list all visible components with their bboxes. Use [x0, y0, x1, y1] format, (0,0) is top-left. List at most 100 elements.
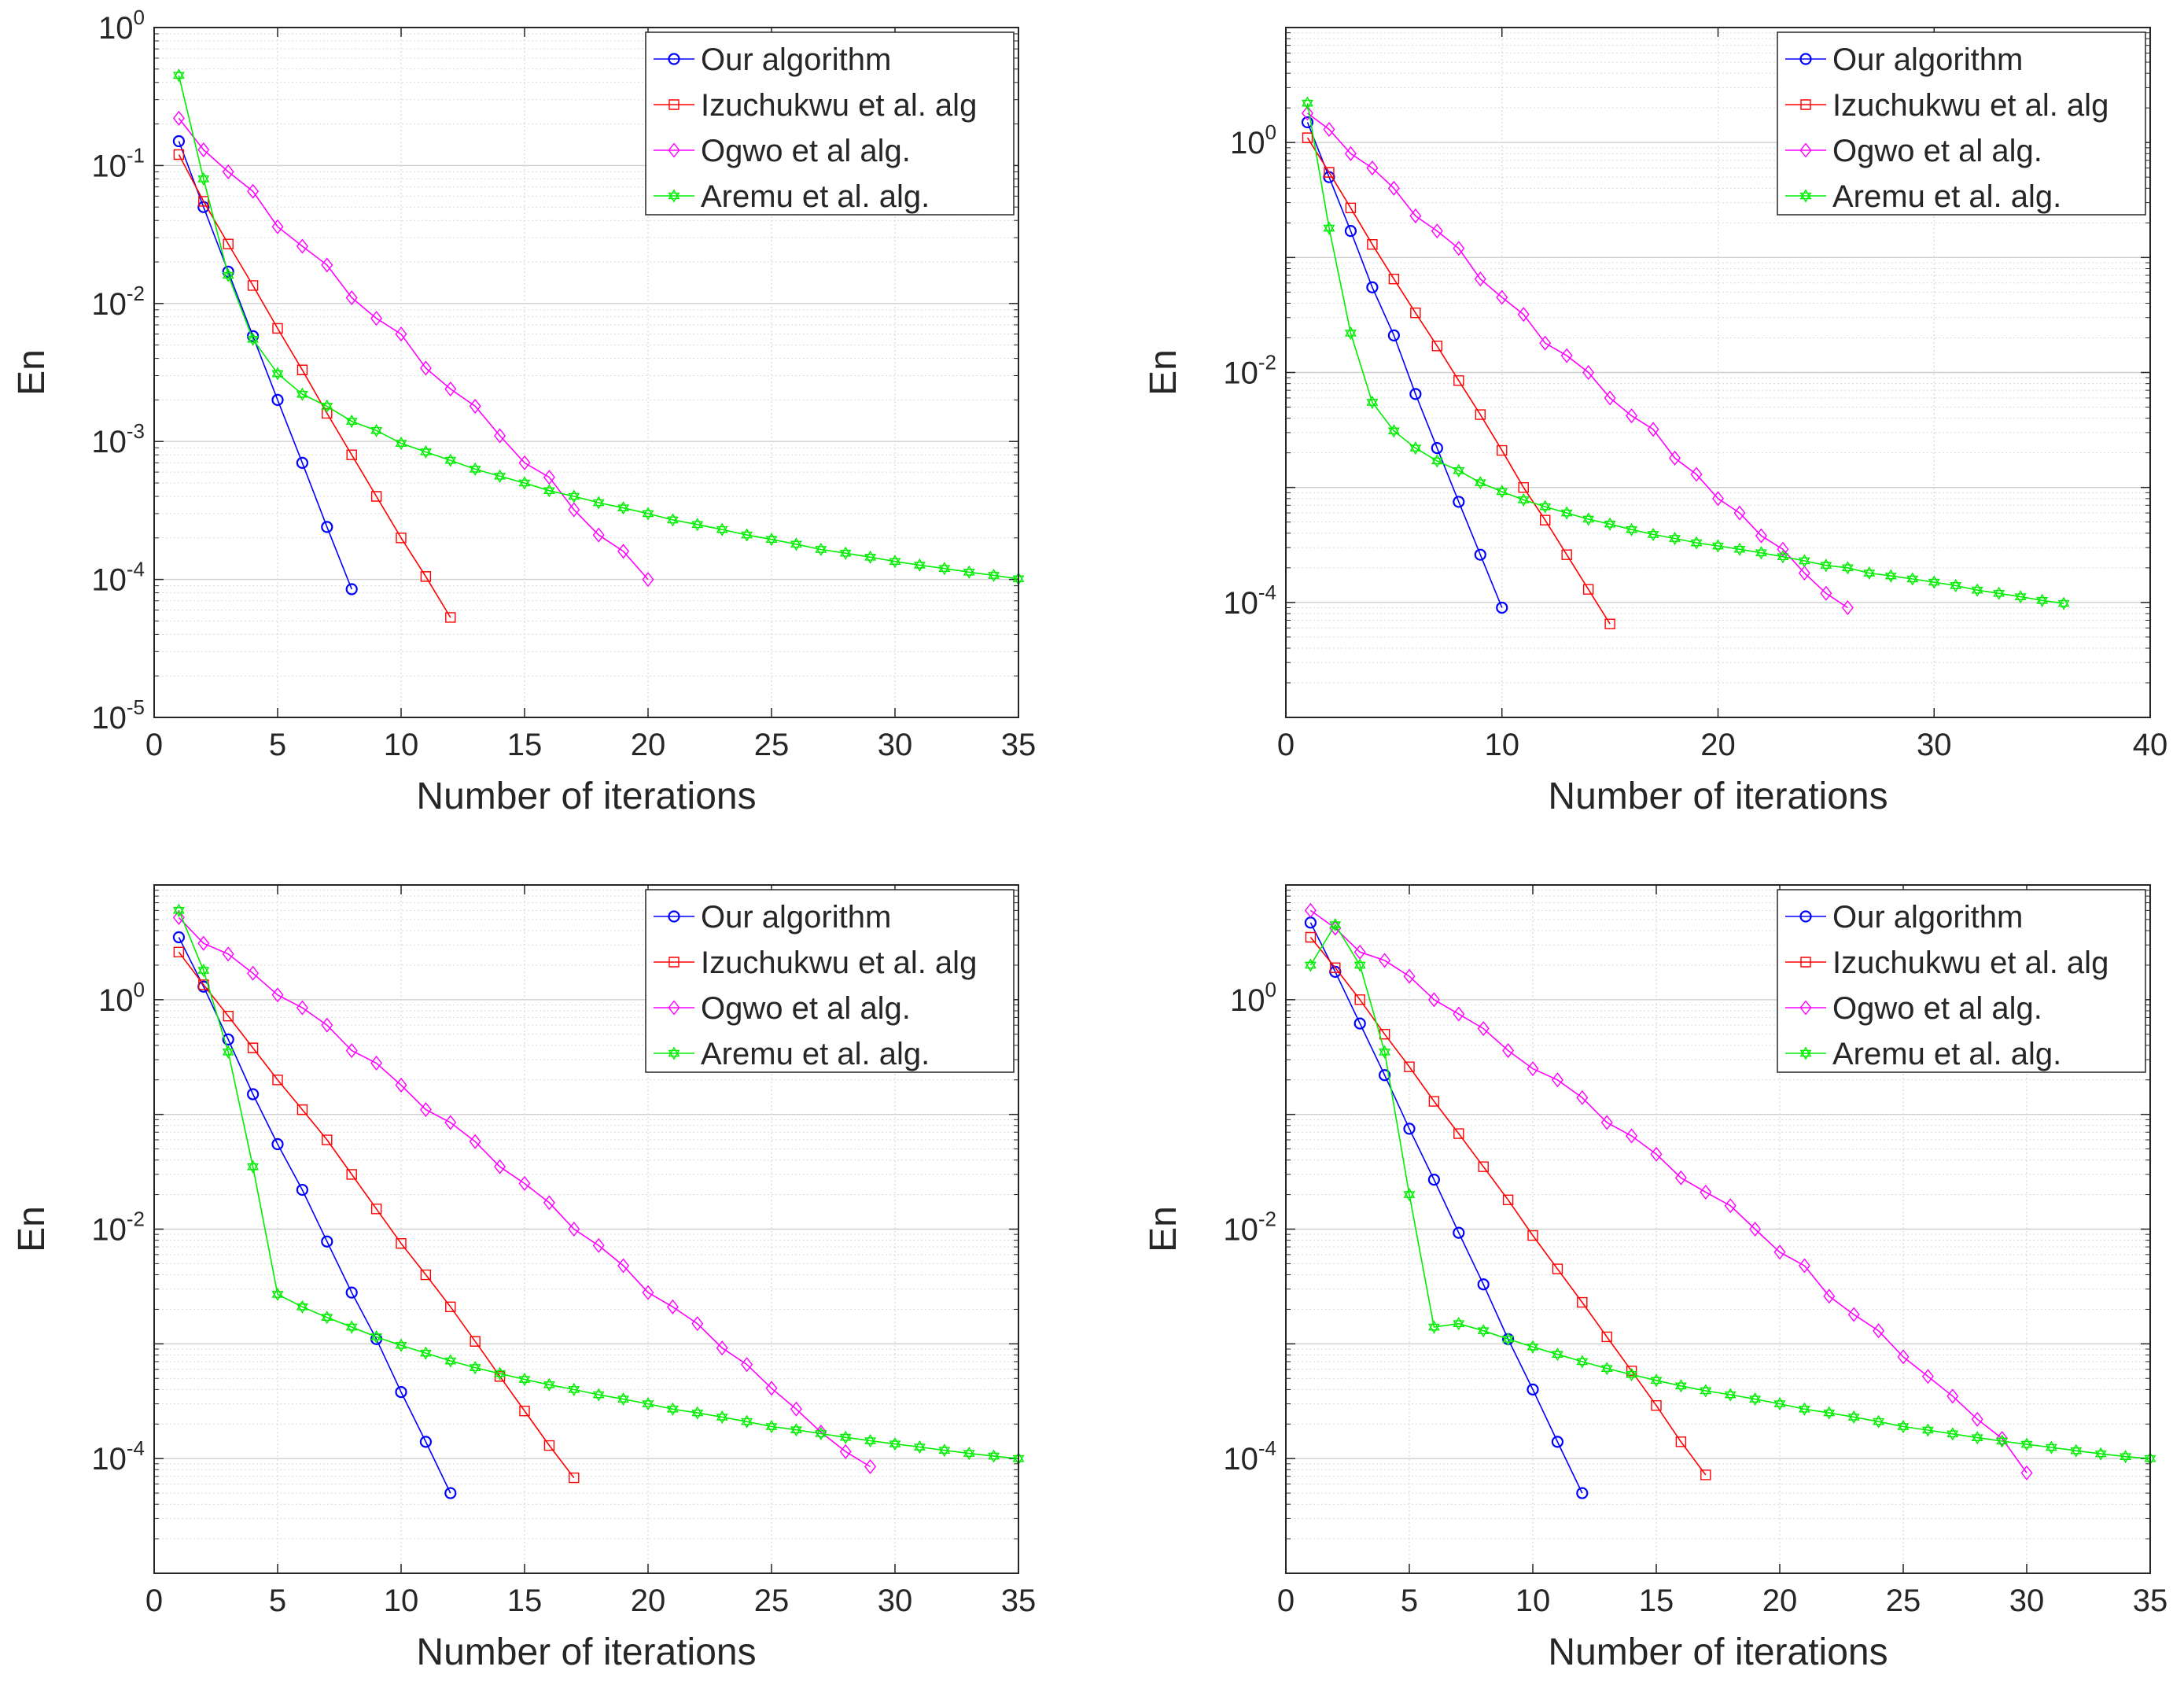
legend: Our algorithm Izuchukwu et al. alg Ogwo et… [1777, 889, 2146, 1073]
legend-box [1777, 31, 2146, 216]
data-point [1301, 105, 1313, 121]
data-point [1773, 1244, 1786, 1260]
data-point [1527, 1230, 1538, 1241]
data-point [889, 1437, 901, 1451]
data-point [197, 935, 210, 951]
data-point [296, 1000, 308, 1016]
data-point [1576, 1089, 1589, 1105]
data-point [370, 1055, 383, 1071]
x-tick-label: 15 [507, 728, 543, 762]
data-point [1777, 541, 1789, 557]
x-tick-label: 20 [1762, 1584, 1798, 1618]
data-point [1724, 1198, 1737, 1214]
data-point [1650, 1373, 1663, 1388]
legend-entry: Ogwo et al alg. [1832, 991, 2042, 1026]
data-point [1344, 225, 1357, 238]
data-point [543, 1377, 555, 1392]
chart-panel-bottom-left: 0 5 10 15 20 25 30 35 100 10-2 10-4 Number of itera… [11, 884, 1036, 1673]
data-point [1497, 444, 1508, 456]
legend-marker [1799, 1000, 1812, 1016]
data-point [592, 1388, 605, 1402]
x-tick-label: 20 [631, 728, 666, 762]
y-tick-label: 10-4 [91, 1436, 145, 1477]
data-point [1712, 491, 1724, 507]
data-point [1323, 221, 1335, 235]
x-tick-label: 40 [2133, 728, 2168, 762]
legend-marker [668, 1000, 680, 1016]
data-point [1600, 1115, 1613, 1130]
data-point [296, 364, 308, 375]
data-point [741, 528, 753, 542]
data-point [1650, 1146, 1663, 1162]
data-point [321, 257, 333, 273]
data-point [173, 149, 185, 160]
data-point [518, 1372, 531, 1387]
data-point [1329, 917, 1342, 932]
series-our-algorithm [1304, 916, 1589, 1499]
data-point [1475, 409, 1486, 420]
data-point [1474, 548, 1486, 561]
y-axis-label: En [11, 1206, 53, 1252]
data-point [419, 1436, 433, 1448]
data-point [345, 583, 358, 595]
y-tick-label: 10-4 [1223, 1436, 1276, 1477]
data-point [1604, 390, 1616, 406]
axes-box [153, 884, 1019, 1574]
data-point [223, 238, 234, 249]
data-point [1647, 527, 1659, 542]
data-point [1527, 1383, 1539, 1396]
data-point [1582, 512, 1595, 526]
legend-box [645, 31, 1015, 216]
data-point [1847, 1410, 1860, 1425]
data-point [444, 381, 457, 397]
data-point [444, 1354, 457, 1368]
data-point [172, 909, 185, 925]
data-point [1798, 565, 1810, 581]
data-point [617, 1392, 630, 1407]
data-point [1690, 466, 1703, 482]
data-point [296, 238, 308, 254]
data-point [395, 1386, 407, 1399]
data-point [790, 537, 802, 551]
legend: Our algorithm Izuchukwu et al. alg Ogwo et… [645, 889, 1015, 1073]
series-ogwo-et-al-alg [1301, 105, 1854, 616]
x-tick-label: 25 [1886, 1584, 1921, 1618]
y-tick-label: 10-2 [1223, 351, 1276, 391]
x-tick-label: 30 [2009, 1584, 2045, 1618]
data-point [1378, 1069, 1391, 1082]
legend-entry: Ogwo et al alg. [701, 134, 911, 168]
data-point [666, 1299, 679, 1314]
data-point [642, 1285, 654, 1300]
legend-marker [668, 957, 680, 968]
data-point [1675, 1436, 1687, 1447]
data-point [1539, 500, 1552, 514]
x-tick-label: 10 [1516, 1584, 1551, 1618]
data-point [296, 387, 308, 401]
data-point [1669, 531, 1681, 546]
series-line [1306, 137, 1611, 625]
data-point [1409, 208, 1422, 223]
data-point [889, 555, 901, 569]
x-tick-label: 10 [384, 1584, 419, 1618]
data-point [1353, 1017, 1366, 1030]
data-point [913, 558, 926, 572]
data-point [1674, 1379, 1687, 1393]
series-line [178, 916, 871, 1468]
data-point [222, 1045, 234, 1059]
legend-entry: Aremu et al. alg. [701, 1037, 930, 1071]
data-point [444, 1115, 457, 1130]
data-point [1354, 994, 1365, 1005]
data-point [988, 568, 1000, 583]
data-point [1798, 1258, 1810, 1274]
data-point [716, 1340, 728, 1356]
legend-entry: Aremu et al. alg. [701, 179, 930, 214]
data-point [445, 1301, 456, 1313]
data-point [1755, 528, 1767, 544]
data-point [1552, 1263, 1563, 1274]
data-point [1527, 1340, 1539, 1354]
data-point [1404, 1061, 1415, 1072]
data-point [592, 527, 605, 543]
data-point [198, 979, 209, 990]
data-point [1366, 281, 1379, 293]
data-point [1431, 454, 1443, 468]
